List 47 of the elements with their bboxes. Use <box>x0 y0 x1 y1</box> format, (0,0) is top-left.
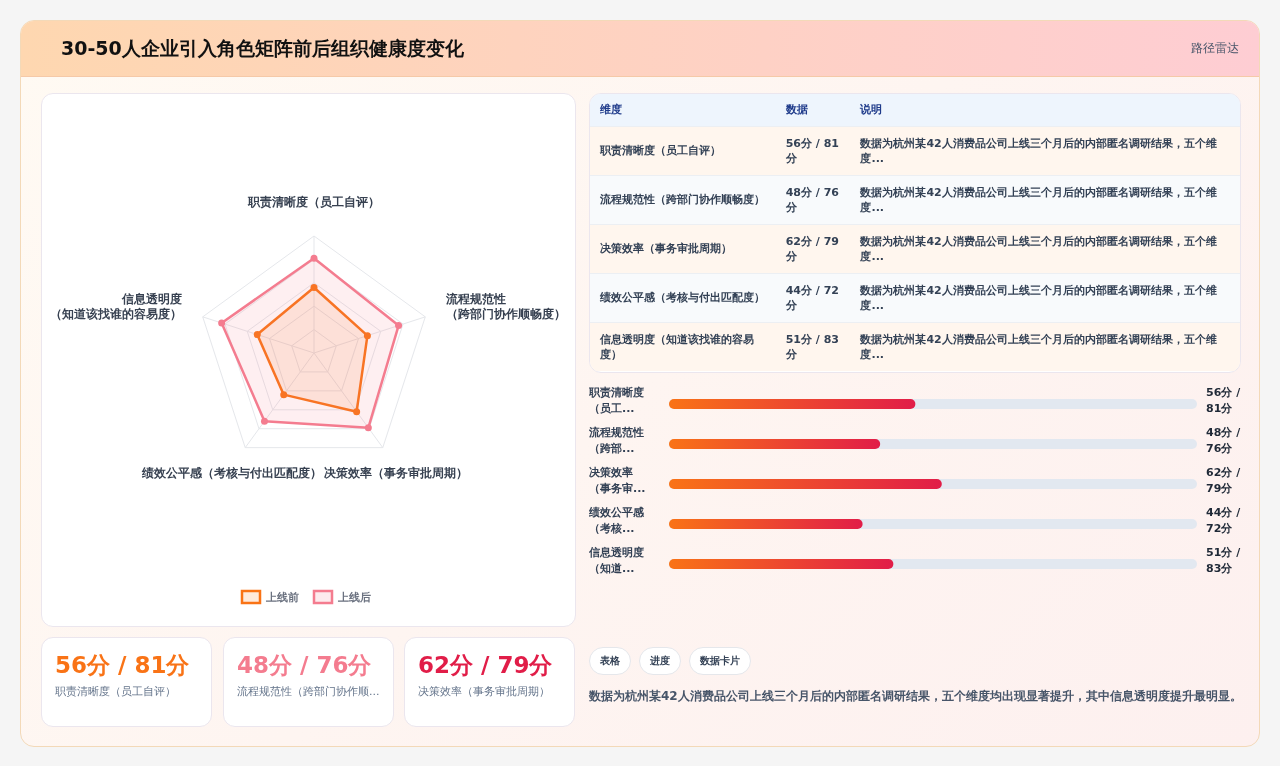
spoke-label: 流程规范性（跨部门协作顺畅度） <box>445 292 567 322</box>
text: 62分 / 79分 <box>418 651 553 680</box>
text: 62分 / 79分 <box>784 233 840 265</box>
text: 数据 <box>784 102 809 119</box>
text: 数据为杭州某42人消费品公司上线三个月后的内部匿名调研结果，五个维度... <box>859 184 1218 216</box>
text: 职责清晰度（员工自评） <box>599 143 722 159</box>
spoke-label: 信息透明度（知道该找谁的容易度） <box>49 292 182 322</box>
data-label: 56分 / 81分 <box>1206 386 1242 415</box>
y-tick-label: 绩效公平感（考核... <box>588 506 645 535</box>
text: 数据为杭州某42人消费品公司上线三个月后的内部匿名调研结果，五个维度均出现显著提升，其中信息透明度提升最明显。 <box>589 688 1243 705</box>
y-tick-label: 决策效率（事务审... <box>589 466 646 495</box>
text: 职责清晰度（员工自评） <box>55 684 177 699</box>
text: 56分 / 81分 <box>784 135 840 167</box>
text: 维度 <box>599 102 623 119</box>
text: 数据为杭州某42人消费品公司上线三个月后的内部匿名调研结果，五个维度... <box>859 331 1218 363</box>
y-tick-label: 职责清晰度（员工... <box>588 386 644 415</box>
text: 44分 / 72分 <box>784 282 840 314</box>
chart-title: 30-50人企业引入角色矩阵前后组织健康度变化 <box>61 36 464 61</box>
text: 流程规范性（跨部门协作顺畅度） <box>599 192 766 208</box>
text: 数据卡片 <box>689 647 751 675</box>
text: 48分 / 76分 <box>237 651 372 680</box>
text: 决策效率（事务审批周期） <box>418 684 551 699</box>
spoke-label: 决策效率（事务审批周期） <box>323 466 468 481</box>
text: 表格 <box>589 647 631 675</box>
text: 数据为杭州某42人消费品公司上线三个月后的内部匿名调研结果，五个维度... <box>859 282 1218 314</box>
legend-label: 上线前 <box>265 591 299 604</box>
spoke-label: 绩效公平感（考核与付出匹配度） <box>141 466 323 481</box>
data-label: 44分 / 72分 <box>1206 506 1242 535</box>
text: 51分 / 83分 <box>784 331 840 363</box>
text: 信息透明度（知道该找谁的容易度） <box>599 331 755 363</box>
text: 48分 / 76分 <box>784 184 840 216</box>
text: 绩效公平感（考核与付出匹配度） <box>599 290 766 306</box>
data-label: 51分 / 83分 <box>1206 546 1242 575</box>
text: 路径雷达 <box>1191 40 1239 57</box>
y-tick-label: 流程规范性（跨部... <box>588 426 644 455</box>
spoke-label: 职责清晰度（员工自评） <box>247 195 380 209</box>
text: 进度 <box>639 647 681 675</box>
text: 流程规范性（跨部门协作顺... <box>237 684 381 699</box>
legend-label: 上线后 <box>337 591 371 604</box>
text: 数据为杭州某42人消费品公司上线三个月后的内部匿名调研结果，五个维度... <box>859 233 1218 265</box>
text: 数据为杭州某42人消费品公司上线三个月后的内部匿名调研结果，五个维度... <box>859 135 1218 167</box>
text: 56分 / 81分 <box>55 651 190 680</box>
y-tick-label: 信息透明度（知道... <box>588 546 644 575</box>
text: 决策效率（事务审批周期） <box>599 241 733 257</box>
data-label: 62分 / 79分 <box>1206 466 1242 495</box>
data-label: 48分 / 76分 <box>1206 426 1242 455</box>
text: 说明 <box>859 102 884 119</box>
